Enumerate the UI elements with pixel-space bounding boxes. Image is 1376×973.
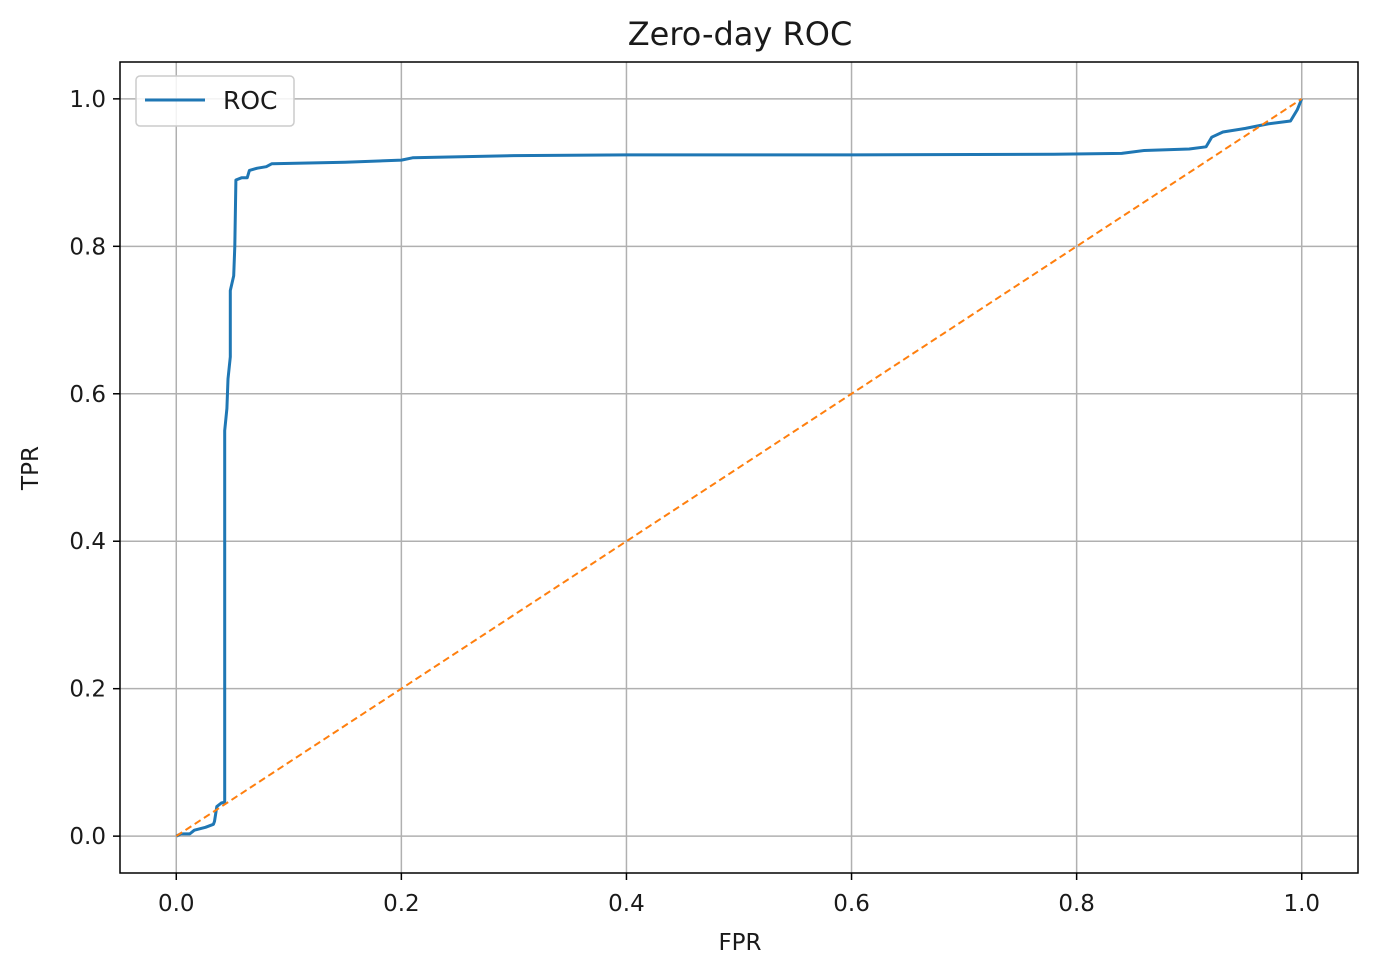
y-axis-label: TPR (18, 446, 44, 491)
x-tick-label: 1.0 (1283, 891, 1320, 917)
y-tick-label: 0.4 (69, 529, 106, 555)
legend-roc-label: ROC (223, 86, 278, 115)
x-tick-label: 0.8 (1058, 891, 1095, 917)
y-tick-label: 1.0 (69, 87, 106, 113)
chart-title: Zero-day ROC (628, 15, 853, 53)
legend: ROC (135, 75, 295, 127)
y-tick-label: 0.2 (69, 677, 106, 703)
y-tick-label: 0.8 (69, 234, 106, 260)
chance-diagonal-line (175, 98, 1303, 837)
x-tick-label: 0.0 (158, 891, 195, 917)
grid-lines (120, 62, 1358, 873)
x-axis-label: FPR (718, 930, 761, 956)
x-tick-label: 0.6 (833, 891, 870, 917)
x-tick-label: 0.4 (608, 891, 645, 917)
y-tick-label: 0.6 (69, 382, 106, 408)
x-tick-label: 0.2 (383, 891, 420, 917)
plot-frame (119, 61, 1359, 874)
legend-box (135, 75, 295, 127)
x-axis-ticks: 0.0 0.2 0.4 0.6 0.8 1.0 (158, 873, 1320, 917)
series-group (175, 98, 1304, 838)
y-axis-ticks: 0.0 0.2 0.4 0.6 0.8 1.0 (69, 87, 120, 850)
y-tick-label: 0.0 (69, 824, 106, 850)
